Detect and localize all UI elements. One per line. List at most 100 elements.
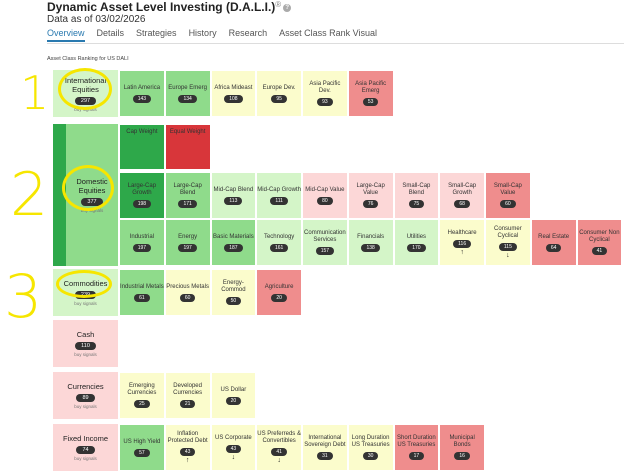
category-name: Cash [76, 330, 95, 339]
asset-card-name: Precious Metals [166, 283, 209, 290]
tab-strategies[interactable]: Strategies [136, 28, 177, 38]
asset-card-healthcare[interactable]: Healthcare 116 ↑ [439, 219, 485, 266]
asset-card-real-estate[interactable]: Real Estate 64 [530, 219, 577, 266]
asset-card-basic-materials[interactable]: Basic Materials 187 [210, 219, 257, 266]
tab-research[interactable]: Research [228, 28, 268, 38]
asset-card-utilities[interactable]: Utilities 170 [393, 219, 440, 266]
tab-details[interactable]: Details [96, 28, 125, 38]
trend-arrow-icon: ↓ [506, 252, 510, 259]
asset-card-europe-dev[interactable]: Europe Dev. 95 [256, 70, 302, 117]
asset-card-large-cap-value[interactable]: Large-Cap Value 76 [347, 172, 394, 219]
asset-card-score-badge: 93 [317, 98, 333, 106]
asset-card-large-cap-blend[interactable]: Large-Cap Blend 171 [164, 172, 211, 219]
asset-card-asia-pacific-dev[interactable]: Asia Pacific Dev. 93 [302, 70, 348, 117]
asset-card-name: Small-Cap Blend [402, 183, 431, 196]
asset-card-score-badge: 134 [178, 94, 197, 103]
asset-card-name: Industrial Metals [120, 283, 164, 290]
asset-card-international-sovereign-debt[interactable]: International Sovereign Debt 31 [302, 424, 348, 471]
asset-card-score-badge: 108 [224, 94, 243, 103]
asset-card-score-badge: 16 [454, 452, 470, 460]
info-icon[interactable]: ? [283, 4, 292, 12]
asset-card-name: Developed Currencies [173, 383, 203, 396]
asset-card-large-cap-growth[interactable]: Large-Cap Growth 198 [119, 172, 165, 219]
annotation-2: 2 [10, 160, 49, 230]
asset-card-developed-currencies[interactable]: Developed Currencies 21 [164, 372, 211, 419]
buy-signals-label: buy signals [74, 404, 97, 409]
tab-bar: Overview Details Strategies History Rese… [47, 28, 389, 42]
asset-card-us-dollar[interactable]: US Dollar 20 [210, 372, 257, 419]
asset-card-name: US Preferreds & Convertibles [257, 431, 301, 444]
category-score-badge: 89 [76, 394, 95, 402]
asset-card-name: Communication Services [304, 230, 346, 243]
asset-card-name: Long Duration US Treasuries [351, 435, 390, 448]
asset-card-name: Energy-Commod [221, 280, 246, 293]
asset-card-precious-metals[interactable]: Precious Metals 60 [164, 269, 211, 316]
asset-card-name: US Dollar [220, 386, 247, 393]
asset-card-name: Technology [263, 233, 295, 240]
asset-card-municipal-bonds[interactable]: Municipal Bonds 16 [439, 424, 485, 471]
buy-signals-label: buy signals [74, 456, 97, 461]
data-date: Data as of 03/02/2026 [47, 14, 146, 25]
asset-card-asia-pacific-emerg[interactable]: Asia Pacific Emerg 53 [347, 70, 394, 117]
asset-card-emerging-currencies[interactable]: Emerging Currencies 25 [119, 372, 165, 419]
asset-card-score-badge: 50 [225, 297, 242, 305]
asset-card-name: Consumer Cyclical [494, 226, 522, 239]
tab-overview[interactable]: Overview [47, 28, 85, 42]
highlight-circle-commodities [56, 270, 112, 298]
asset-card-score-badge: 43 [225, 444, 242, 453]
tab-history[interactable]: History [188, 28, 217, 38]
asset-card-energy[interactable]: Energy 197 [164, 219, 211, 266]
asset-card-agriculture[interactable]: Agriculture 20 [256, 269, 302, 316]
asset-card-long-duration-us-treasuries[interactable]: Long Duration US Treasuries 30 [347, 424, 394, 471]
asset-card-score-badge: 80 [317, 196, 333, 205]
annotation-3: 3 [4, 262, 43, 332]
asset-card-consumer-non-cyclical[interactable]: Consumer Non Cyclical 41 [576, 219, 623, 266]
asset-card-mid-cap-blend[interactable]: Mid-Cap Blend 113 [210, 172, 257, 219]
asset-card-financials[interactable]: Financials 138 [347, 219, 394, 266]
asset-card-us-preferreds-and-convertibles[interactable]: US Preferreds & Convertibles 41 ↓ [256, 424, 302, 471]
asset-card-name: Asia Pacific Emerg [355, 81, 387, 94]
asset-card-latin-america[interactable]: Latin America 143 [119, 70, 165, 117]
asset-card-score-badge: 21 [179, 400, 196, 408]
asset-card-name: Healthcare [447, 229, 477, 236]
asset-card-europe-emerg[interactable]: Europe Emerg 134 [164, 70, 211, 117]
category-currencies[interactable]: Currencies 89 buy signals [53, 372, 118, 419]
asset-card-short-duration-us-treasuries[interactable]: Short Duration US Treasuries 17 [393, 424, 440, 471]
asset-card-small-cap-value[interactable]: Small-Cap Value 60 [485, 172, 531, 219]
asset-card-name: Consumer Non Cyclical [579, 230, 620, 243]
trend-arrow-icon: ↑ [460, 248, 464, 256]
category-score-badge: 74 [76, 446, 95, 454]
asset-card-name: Large-Cap Value [356, 183, 385, 196]
tab-asset-class-rank-visual[interactable]: Asset Class Rank Visual [279, 28, 377, 38]
category-cash[interactable]: Cash 110 buy signals [53, 320, 118, 367]
asset-card-score-badge: 60 [500, 200, 516, 208]
trend-arrow-icon: ↓ [277, 457, 281, 464]
asset-card-equal-weight[interactable]: Equal Weight [164, 124, 211, 170]
asset-card-technology[interactable]: Technology 161 [256, 219, 302, 266]
asset-card-small-cap-blend[interactable]: Small-Cap Blend 75 [393, 172, 440, 219]
asset-card-consumer-cyclical[interactable]: Consumer Cyclical 115 ↓ [485, 219, 531, 266]
asset-card-africa-mideast[interactable]: Africa Mideast 108 [210, 70, 257, 117]
asset-card-energy-commod[interactable]: Energy-Commod 50 [210, 269, 257, 316]
asset-card-industrial-metals[interactable]: Industrial Metals 61 [119, 269, 165, 316]
asset-card-score-badge: 138 [361, 243, 380, 252]
asset-card-score-badge: 41 [591, 247, 608, 255]
asset-card-cap-weight[interactable]: Cap Weight [119, 124, 165, 170]
trend-arrow-icon: ↓ [231, 453, 236, 461]
asset-card-us-corporate[interactable]: US Corporate 43 ↓ [210, 424, 257, 471]
asset-card-name: Europe Dev. [262, 84, 296, 91]
asset-card-industrial[interactable]: Industrial 197 [119, 219, 165, 266]
asset-card-name: Mid-Cap Growth [257, 186, 301, 193]
annotation-1: 1 [20, 66, 50, 120]
asset-card-score-badge: 171 [178, 200, 197, 208]
category-fixed-income[interactable]: Fixed Income 74 buy signals [53, 424, 118, 471]
asset-card-us-high-yield[interactable]: US High Yield 57 [119, 424, 165, 471]
asset-card-mid-cap-value[interactable]: Mid-Cap Value 80 [302, 172, 348, 219]
asset-card-name: Municipal Bonds [449, 435, 475, 448]
asset-card-mid-cap-growth[interactable]: Mid-Cap Growth 111 [256, 172, 302, 219]
asset-card-inflation-protected-debt[interactable]: Inflation Protected Debt 43 ↑ [164, 424, 211, 471]
asset-card-small-cap-growth[interactable]: Small-Cap Growth 68 [439, 172, 485, 219]
asset-card-communication-services[interactable]: Communication Services 157 [302, 219, 348, 266]
asset-card-score-badge: 43 [179, 448, 196, 456]
asset-card-score-badge: 113 [224, 196, 243, 205]
